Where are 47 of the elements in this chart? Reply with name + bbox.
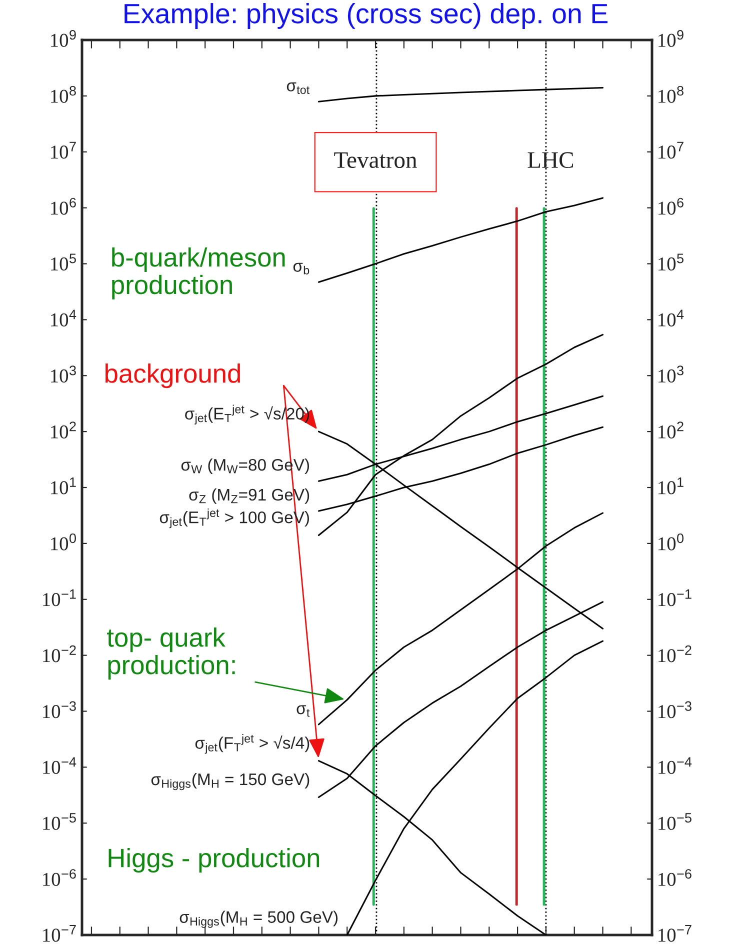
y-tick-label: 10$^{9}$ [51,30,76,47]
annotation: Higgs - production [108,848,320,873]
y-tick-label: 10$^{−2}$ [43,645,76,662]
text: 10$^{1}$ [658,478,684,494]
y-tick-label: 10$^{−5}$ [43,813,76,830]
annotation: LHC [528,152,573,168]
y-tick-label: 10$^{−4}$ [43,757,76,774]
text: 10$^{−3}$ [658,701,692,718]
text: 10$^{8}$ [658,86,684,103]
series-label: σ$_{Higgs}$(M$_{H}$ = 150 GeV) [151,772,310,790]
series-label: σ$_{b}$ [293,262,310,274]
y-tick-label: 10$^{3}$ [51,366,76,383]
annotation: b-quark/meson production [112,247,285,300]
annotation: background [105,364,240,388]
y-tick-label: 10$^{−7}$ [43,925,76,942]
text: 10$^{−4}$ [658,757,692,774]
text: 10$^{−2}$ [658,645,692,662]
text: 10$^{−1}$ [658,589,692,606]
text: 10$^{−5}$ [658,813,692,830]
text: 10$^{5}$ [658,254,684,271]
annotation: Tevatron [334,152,417,168]
text: 10$^{2}$ [658,422,684,438]
series-label: σ$_{tot}$ [286,82,310,94]
series-label: σ$_{Higgs}$(M$_{H}$ = 500 GeV) [180,910,338,928]
text: 10$^{6}$ [658,198,684,215]
text: 10$^{9}$ [658,30,684,47]
y-tick-label: 10$^{6}$ [51,198,76,215]
y-tick-label: 10$^{0}$ [51,533,76,550]
series-label: σ$_{jet}$(F$_{T}$$^{jet}$ > √s/4) [195,734,310,754]
y-tick-label: 10$^{8}$ [51,86,76,103]
text: 10$^{0}$ [658,533,684,550]
text: 10$^{3}$ [658,366,684,383]
y-tick-label: 10$^{2}$ [51,422,76,438]
annotation: top- quark production: [107,628,235,680]
y-tick-label: 10$^{−3}$ [43,701,76,718]
text: 10$^{−6}$ [658,869,692,886]
text: 10$^{4}$ [658,310,684,326]
text: 10$^{−7}$ [658,925,692,942]
y-tick-label: 10$^{−6}$ [43,869,76,886]
series-label: σ$_{t}$ [296,705,310,717]
y-tick-label: 10$^{5}$ [51,254,76,271]
y-tick-label: 10$^{4}$ [51,310,76,326]
y-tick-label: 10$^{1}$ [51,478,76,494]
y-tick-label: 10$^{−1}$ [43,589,76,606]
y-tick-label: 10$^{7}$ [51,142,76,159]
chart-title: Example: physics (cross sec) dep. on E [124,3,608,29]
text: 10$^{7}$ [658,142,684,159]
